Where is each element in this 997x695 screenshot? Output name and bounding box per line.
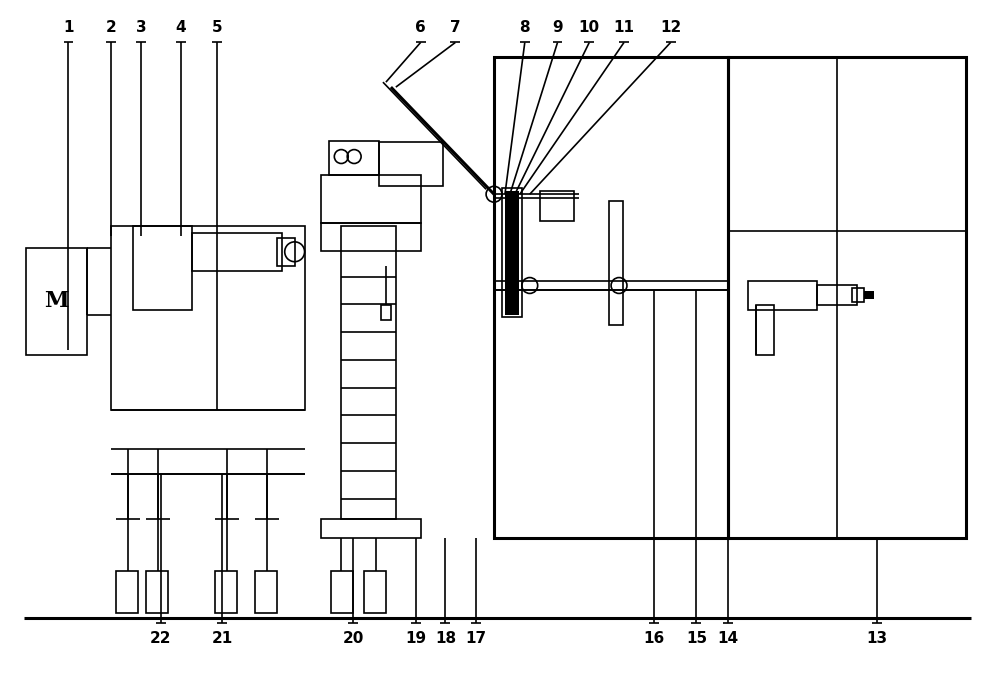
Text: 3: 3 <box>136 19 147 35</box>
Bar <box>321 518 421 539</box>
Text: M: M <box>44 291 69 312</box>
Text: 20: 20 <box>343 631 364 646</box>
Bar <box>501 188 521 317</box>
Bar <box>331 571 353 613</box>
Bar <box>748 281 818 310</box>
Bar <box>756 305 774 355</box>
Text: 2: 2 <box>106 19 117 35</box>
Bar <box>329 140 379 175</box>
Text: 9: 9 <box>552 19 563 35</box>
Text: 11: 11 <box>613 19 634 35</box>
Text: 7: 7 <box>450 19 461 35</box>
Bar <box>321 223 421 251</box>
Bar <box>495 58 728 539</box>
Text: 18: 18 <box>435 631 456 646</box>
Bar <box>539 191 574 221</box>
Text: 16: 16 <box>643 631 664 646</box>
Text: 10: 10 <box>578 19 600 35</box>
Bar <box>341 226 396 518</box>
Bar <box>192 233 282 270</box>
Bar <box>146 571 167 613</box>
Bar <box>728 58 966 539</box>
Text: 15: 15 <box>686 631 707 646</box>
Bar <box>116 571 138 613</box>
Bar <box>26 248 88 355</box>
Bar <box>818 286 857 305</box>
Text: 14: 14 <box>718 631 739 646</box>
Text: 6: 6 <box>416 19 426 35</box>
Bar <box>215 571 237 613</box>
Text: 21: 21 <box>211 631 233 646</box>
Bar <box>321 175 421 223</box>
Bar <box>111 226 304 409</box>
Bar <box>133 226 192 310</box>
Text: 13: 13 <box>866 631 887 646</box>
Text: 17: 17 <box>466 631 487 646</box>
Bar <box>364 571 386 613</box>
Bar <box>609 201 623 325</box>
Text: 12: 12 <box>660 19 681 35</box>
Bar <box>381 305 391 320</box>
Bar <box>864 291 874 300</box>
Bar <box>277 238 295 265</box>
Bar <box>852 288 864 302</box>
Bar <box>255 571 277 613</box>
Text: 19: 19 <box>405 631 427 646</box>
Text: 5: 5 <box>212 19 222 35</box>
Bar <box>379 142 444 186</box>
Text: 22: 22 <box>150 631 171 646</box>
Bar <box>504 191 518 316</box>
Text: 1: 1 <box>63 19 74 35</box>
Text: 4: 4 <box>175 19 185 35</box>
Text: 8: 8 <box>519 19 530 35</box>
